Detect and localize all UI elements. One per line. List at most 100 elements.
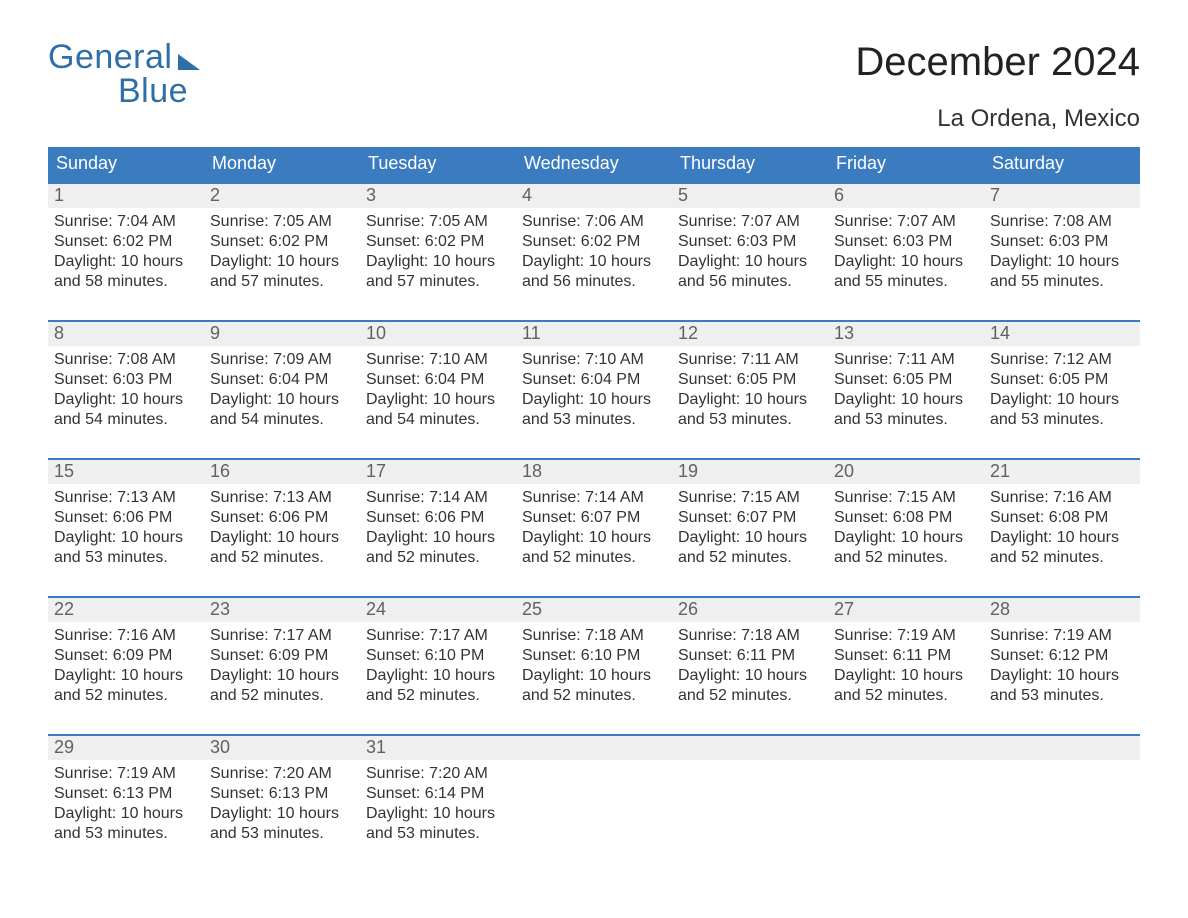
calendar-cell: 11Sunrise: 7:10 AMSunset: 6:04 PMDayligh… <box>516 322 672 430</box>
daylight-line: Daylight: 10 hours and 57 minutes. <box>366 252 510 292</box>
weekday-header: Sunday <box>48 147 204 182</box>
sunset-line: Sunset: 6:14 PM <box>366 784 510 804</box>
calendar-cell: 16Sunrise: 7:13 AMSunset: 6:06 PMDayligh… <box>204 460 360 568</box>
day-number: 28 <box>984 598 1140 622</box>
sunrise-line: Sunrise: 7:17 AM <box>366 626 510 646</box>
daylight-line: Daylight: 10 hours and 55 minutes. <box>990 252 1134 292</box>
calendar-week: 29Sunrise: 7:19 AMSunset: 6:13 PMDayligh… <box>48 734 1140 844</box>
day-content: Sunrise: 7:13 AMSunset: 6:06 PMDaylight:… <box>204 484 360 568</box>
brand-line1: General <box>48 40 172 74</box>
weekday-header: Monday <box>204 147 360 182</box>
day-content: Sunrise: 7:16 AMSunset: 6:09 PMDaylight:… <box>48 622 204 706</box>
daylight-line: Daylight: 10 hours and 52 minutes. <box>990 528 1134 568</box>
day-number: 25 <box>516 598 672 622</box>
day-content: Sunrise: 7:07 AMSunset: 6:03 PMDaylight:… <box>828 208 984 292</box>
sunset-line: Sunset: 6:06 PM <box>210 508 354 528</box>
sunset-line: Sunset: 6:08 PM <box>834 508 978 528</box>
calendar-cell: 28Sunrise: 7:19 AMSunset: 6:12 PMDayligh… <box>984 598 1140 706</box>
day-number: 30 <box>204 736 360 760</box>
sunrise-line: Sunrise: 7:07 AM <box>834 212 978 232</box>
day-number: 19 <box>672 460 828 484</box>
weekday-header: Saturday <box>984 147 1140 182</box>
sunrise-line: Sunrise: 7:12 AM <box>990 350 1134 370</box>
sunrise-line: Sunrise: 7:11 AM <box>678 350 822 370</box>
weekday-header: Friday <box>828 147 984 182</box>
day-content: Sunrise: 7:10 AMSunset: 6:04 PMDaylight:… <box>360 346 516 430</box>
calendar-cell <box>984 736 1140 844</box>
daylight-line: Daylight: 10 hours and 53 minutes. <box>990 390 1134 430</box>
daylight-line: Daylight: 10 hours and 52 minutes. <box>54 666 198 706</box>
weekday-header-row: SundayMondayTuesdayWednesdayThursdayFrid… <box>48 147 1140 182</box>
sunrise-line: Sunrise: 7:20 AM <box>366 764 510 784</box>
day-number: 13 <box>828 322 984 346</box>
day-number: 11 <box>516 322 672 346</box>
day-number <box>672 736 828 760</box>
day-content: Sunrise: 7:11 AMSunset: 6:05 PMDaylight:… <box>828 346 984 430</box>
sunset-line: Sunset: 6:03 PM <box>54 370 198 390</box>
day-number: 16 <box>204 460 360 484</box>
sunset-line: Sunset: 6:13 PM <box>210 784 354 804</box>
day-content: Sunrise: 7:14 AMSunset: 6:06 PMDaylight:… <box>360 484 516 568</box>
sunset-line: Sunset: 6:08 PM <box>990 508 1134 528</box>
sunrise-line: Sunrise: 7:19 AM <box>54 764 198 784</box>
calendar-cell: 15Sunrise: 7:13 AMSunset: 6:06 PMDayligh… <box>48 460 204 568</box>
sunset-line: Sunset: 6:02 PM <box>54 232 198 252</box>
sunset-line: Sunset: 6:12 PM <box>990 646 1134 666</box>
day-number: 8 <box>48 322 204 346</box>
weekday-header: Wednesday <box>516 147 672 182</box>
calendar-week: 22Sunrise: 7:16 AMSunset: 6:09 PMDayligh… <box>48 596 1140 706</box>
weeks-container: 1Sunrise: 7:04 AMSunset: 6:02 PMDaylight… <box>48 182 1140 844</box>
sunset-line: Sunset: 6:10 PM <box>366 646 510 666</box>
calendar-week: 15Sunrise: 7:13 AMSunset: 6:06 PMDayligh… <box>48 458 1140 568</box>
calendar-cell: 12Sunrise: 7:11 AMSunset: 6:05 PMDayligh… <box>672 322 828 430</box>
day-number <box>828 736 984 760</box>
daylight-line: Daylight: 10 hours and 52 minutes. <box>678 528 822 568</box>
day-content: Sunrise: 7:12 AMSunset: 6:05 PMDaylight:… <box>984 346 1140 430</box>
daylight-line: Daylight: 10 hours and 56 minutes. <box>522 252 666 292</box>
calendar-cell: 10Sunrise: 7:10 AMSunset: 6:04 PMDayligh… <box>360 322 516 430</box>
sunset-line: Sunset: 6:09 PM <box>210 646 354 666</box>
sunrise-line: Sunrise: 7:20 AM <box>210 764 354 784</box>
sunrise-line: Sunrise: 7:18 AM <box>522 626 666 646</box>
brand-logo: General Blue <box>48 40 200 108</box>
day-content: Sunrise: 7:14 AMSunset: 6:07 PMDaylight:… <box>516 484 672 568</box>
sunrise-line: Sunrise: 7:15 AM <box>678 488 822 508</box>
day-number: 26 <box>672 598 828 622</box>
day-number: 1 <box>48 184 204 208</box>
daylight-line: Daylight: 10 hours and 54 minutes. <box>366 390 510 430</box>
sunrise-line: Sunrise: 7:11 AM <box>834 350 978 370</box>
sunset-line: Sunset: 6:10 PM <box>522 646 666 666</box>
day-content: Sunrise: 7:11 AMSunset: 6:05 PMDaylight:… <box>672 346 828 430</box>
daylight-line: Daylight: 10 hours and 52 minutes. <box>522 666 666 706</box>
daylight-line: Daylight: 10 hours and 54 minutes. <box>210 390 354 430</box>
sunset-line: Sunset: 6:11 PM <box>678 646 822 666</box>
day-number: 12 <box>672 322 828 346</box>
calendar-cell: 30Sunrise: 7:20 AMSunset: 6:13 PMDayligh… <box>204 736 360 844</box>
daylight-line: Daylight: 10 hours and 56 minutes. <box>678 252 822 292</box>
calendar: SundayMondayTuesdayWednesdayThursdayFrid… <box>48 147 1140 844</box>
month-title: December 2024 <box>855 40 1140 85</box>
calendar-cell: 6Sunrise: 7:07 AMSunset: 6:03 PMDaylight… <box>828 184 984 292</box>
day-content: Sunrise: 7:19 AMSunset: 6:12 PMDaylight:… <box>984 622 1140 706</box>
sunrise-line: Sunrise: 7:10 AM <box>522 350 666 370</box>
day-number: 29 <box>48 736 204 760</box>
calendar-cell: 14Sunrise: 7:12 AMSunset: 6:05 PMDayligh… <box>984 322 1140 430</box>
daylight-line: Daylight: 10 hours and 53 minutes. <box>678 390 822 430</box>
day-content: Sunrise: 7:15 AMSunset: 6:08 PMDaylight:… <box>828 484 984 568</box>
sunset-line: Sunset: 6:05 PM <box>678 370 822 390</box>
day-content: Sunrise: 7:13 AMSunset: 6:06 PMDaylight:… <box>48 484 204 568</box>
sunset-line: Sunset: 6:03 PM <box>990 232 1134 252</box>
weekday-header: Thursday <box>672 147 828 182</box>
day-content: Sunrise: 7:17 AMSunset: 6:10 PMDaylight:… <box>360 622 516 706</box>
weekday-header: Tuesday <box>360 147 516 182</box>
sunset-line: Sunset: 6:09 PM <box>54 646 198 666</box>
sunrise-line: Sunrise: 7:05 AM <box>210 212 354 232</box>
daylight-line: Daylight: 10 hours and 52 minutes. <box>522 528 666 568</box>
calendar-cell: 3Sunrise: 7:05 AMSunset: 6:02 PMDaylight… <box>360 184 516 292</box>
calendar-cell: 31Sunrise: 7:20 AMSunset: 6:14 PMDayligh… <box>360 736 516 844</box>
sunset-line: Sunset: 6:05 PM <box>834 370 978 390</box>
calendar-cell: 20Sunrise: 7:15 AMSunset: 6:08 PMDayligh… <box>828 460 984 568</box>
day-number: 10 <box>360 322 516 346</box>
title-block: December 2024 La Ordena, Mexico <box>855 40 1140 133</box>
day-number: 2 <box>204 184 360 208</box>
